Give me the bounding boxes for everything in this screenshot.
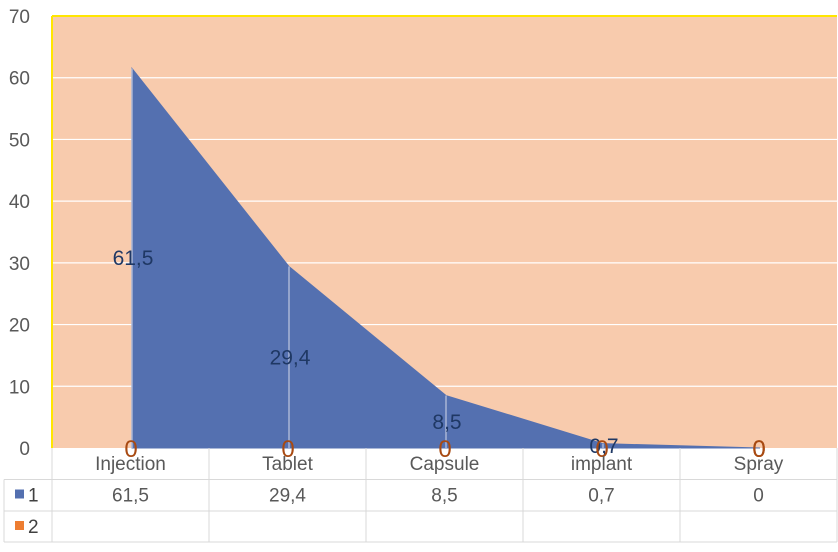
x-category-label: implant xyxy=(571,454,633,475)
legend-label-series-2: 2 xyxy=(28,517,39,538)
y-tick-label: 40 xyxy=(9,192,30,213)
data-label-series-1: 29,4 xyxy=(270,346,311,369)
data-label-series-1: 61,5 xyxy=(113,247,154,270)
x-category-label: Injection xyxy=(95,454,166,475)
table-cell-series-1: 8,5 xyxy=(431,486,457,507)
table-cell-series-1: 29,4 xyxy=(269,486,306,507)
y-tick-label: 0 xyxy=(19,439,30,460)
data-label-series-2: 0 xyxy=(752,436,765,463)
data-label-series-2: 0 xyxy=(438,436,451,463)
legend-key-series-2 xyxy=(15,521,24,530)
data-label-series-1: 8,5 xyxy=(432,411,461,434)
data-label-series-2: 0 xyxy=(595,436,608,463)
legend-label-series-1: 1 xyxy=(28,486,39,507)
x-category-label: Tablet xyxy=(262,454,313,475)
y-tick-label: 70 xyxy=(9,7,30,28)
legend-key-series-1 xyxy=(15,489,24,499)
data-label-series-1: 0,7 xyxy=(589,435,618,458)
table-cell-series-1: 0 xyxy=(753,486,764,507)
data-label-series-2: 0 xyxy=(281,436,294,463)
y-tick-label: 30 xyxy=(9,254,30,275)
table-cell-series-1: 61,5 xyxy=(112,486,149,507)
y-tick-label: 20 xyxy=(9,316,30,337)
data-label-series-1: 0 xyxy=(752,436,765,463)
y-tick-label: 10 xyxy=(9,377,30,398)
x-category-label: Spray xyxy=(734,454,784,475)
y-tick-label: 60 xyxy=(9,69,30,90)
x-category-label: Capsule xyxy=(410,454,480,475)
table-cell-series-1: 0,7 xyxy=(588,486,614,507)
y-tick-label: 50 xyxy=(9,130,30,151)
data-label-series-2: 0 xyxy=(124,436,137,463)
